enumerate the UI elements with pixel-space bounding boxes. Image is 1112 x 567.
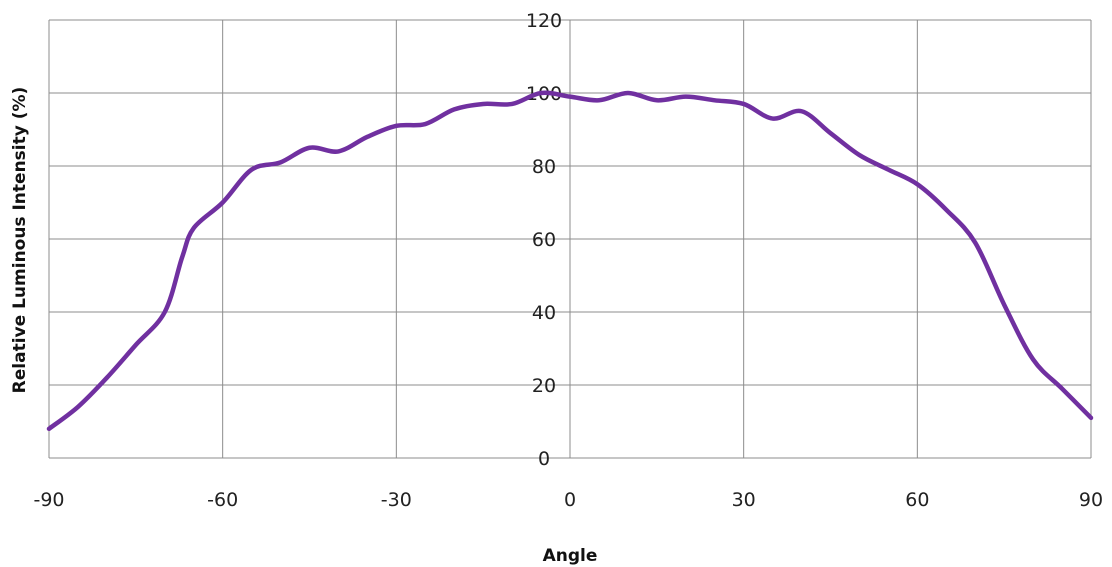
grid <box>48 19 1092 459</box>
x-tick-label: -90 <box>33 489 64 511</box>
x-tick-label: -60 <box>207 489 238 511</box>
y-tick-label: 20 <box>532 375 556 397</box>
x-tick-label: 90 <box>1079 489 1103 511</box>
x-tick-label: 30 <box>732 489 756 511</box>
y-tick-label: 40 <box>532 302 556 324</box>
x-tick-label: 60 <box>905 489 929 511</box>
x-tick-label: 0 <box>564 489 576 511</box>
x-tick-labels: -90 -60 -30 0 30 60 90 <box>33 489 1103 511</box>
series-layer <box>46 90 1094 432</box>
y-axis-title: Relative Luminous Intensity (%) <box>10 87 30 394</box>
y-tick-label: 60 <box>532 229 556 251</box>
y-tick-label: 120 <box>526 10 562 32</box>
y-tick-label: 0 <box>538 448 550 470</box>
series-line <box>46 90 1094 432</box>
x-axis-title: Angle <box>543 546 598 566</box>
x-tick-label: -30 <box>381 489 412 511</box>
y-tick-label: 80 <box>532 156 556 178</box>
